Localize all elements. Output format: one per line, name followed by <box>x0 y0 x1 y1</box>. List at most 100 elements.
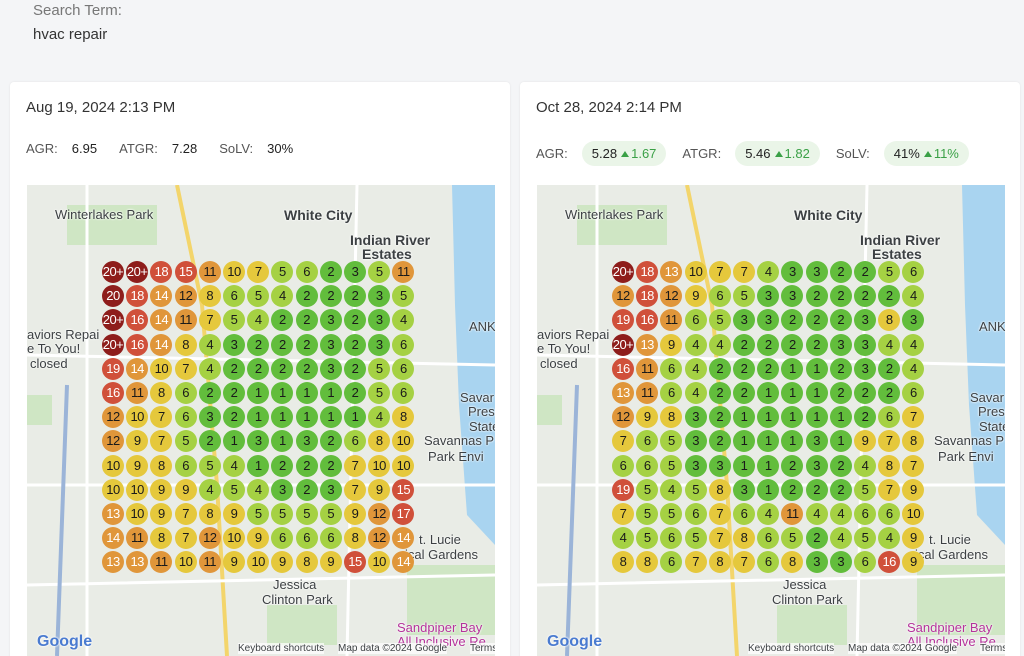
rank-pin: 7 <box>878 430 901 453</box>
rank-pin: 10 <box>368 454 391 477</box>
rank-pin: 4 <box>902 285 925 308</box>
rank-pin: 5 <box>660 454 683 477</box>
map-label: e To You! <box>27 341 81 356</box>
rank-pin: 2 <box>319 454 342 477</box>
rank-pin: 10 <box>126 406 149 429</box>
rank-pin: 2 <box>805 285 828 308</box>
rank-pin: 16 <box>102 382 124 404</box>
rank-pin: 4 <box>684 357 707 380</box>
rank-pin: 9 <box>319 551 342 574</box>
rank-pin: 7 <box>174 527 197 550</box>
metric-change: 11% <box>933 146 959 161</box>
rank-pin: 5 <box>319 503 342 525</box>
rank-pin: 5 <box>854 527 876 550</box>
rank-pin: 7 <box>612 430 634 453</box>
rank-pin: 2 <box>805 527 828 550</box>
rank-pin: 6 <box>392 333 415 356</box>
rank-pin: 9 <box>126 430 149 453</box>
rank-pin: 2 <box>829 382 852 404</box>
rank-pin: 3 <box>684 406 707 429</box>
rank-pin: 6 <box>902 382 925 404</box>
rank-pin: 11 <box>781 503 804 525</box>
map-label: Terms <box>980 643 1005 654</box>
rank-pin: 7 <box>344 478 366 501</box>
rank-pin: 6 <box>660 382 683 404</box>
metric-label: AGR: <box>536 146 568 161</box>
map-label: Prese <box>978 404 1005 419</box>
rank-pin: 8 <box>150 382 173 404</box>
rank-pin: 2 <box>271 333 294 356</box>
metric-change: 1.82 <box>784 146 810 161</box>
rank-pin: 9 <box>150 478 173 501</box>
rank-pin: 9 <box>902 478 925 501</box>
rank-pin: 1 <box>757 382 780 404</box>
rank-pin: 5 <box>368 382 391 404</box>
map-label: Terms <box>470 643 495 654</box>
rank-pin: 3 <box>733 309 755 332</box>
rank-pin: 1 <box>271 382 294 404</box>
map-label: State <box>469 419 495 434</box>
rank-pin: 10 <box>247 551 270 574</box>
rank-pin: 8 <box>174 333 197 356</box>
rank-pin: 5 <box>660 430 683 453</box>
rank-pin: 12 <box>612 406 634 429</box>
rank-pin: 8 <box>150 454 173 477</box>
rank-pin: 9 <box>636 406 659 429</box>
rank-pin: 10 <box>368 551 391 574</box>
rank-pin: 2 <box>805 333 828 356</box>
rank-pin: 2 <box>733 357 755 380</box>
rank-pin: 4 <box>829 503 852 525</box>
rank-pin: 5 <box>781 527 804 550</box>
up-arrow <box>923 151 932 157</box>
rank-pin: 8 <box>198 285 221 308</box>
map-label: Keyboard shortcuts <box>238 643 325 654</box>
rank-pin: 11 <box>636 382 659 404</box>
rank-pin: 16 <box>612 357 634 380</box>
rank-pin: 4 <box>878 333 901 356</box>
map-label: closed <box>30 356 68 371</box>
rank-pin: 2 <box>247 333 270 356</box>
rank-pin: 9 <box>150 503 173 525</box>
rank-pin: 4 <box>612 527 634 550</box>
map-label: Indian River <box>350 232 431 248</box>
rank-pin: 7 <box>708 527 731 550</box>
rank-pin: 1 <box>805 357 828 380</box>
rank-pin: 6 <box>902 261 925 283</box>
result-card: Oct 28, 2024 2:14 PM AGR: 5.28 1.67 ATGR: 5.4… <box>520 82 1020 656</box>
rank-pin: 1 <box>757 430 780 453</box>
rank-pin: 4 <box>902 357 925 380</box>
rank-pin: 5 <box>854 478 876 501</box>
map-label: ical Gardens <box>405 547 478 562</box>
rank-pin: 5 <box>295 503 318 525</box>
rank-pin: 10 <box>174 551 197 574</box>
result-card: Aug 19, 2024 2:13 PM AGR: 6.95 ATGR: 7.28 SoL… <box>10 82 510 656</box>
map-label: Map data ©2024 Google <box>338 643 448 654</box>
rank-pin: 7 <box>902 454 925 477</box>
rank-pin: 4 <box>660 478 683 501</box>
rank-pin: 6 <box>636 454 659 477</box>
rank-pin: 11 <box>126 382 149 404</box>
rank-pin: 4 <box>198 357 221 380</box>
rank-pin: 16 <box>126 309 149 332</box>
rank-pin: 12 <box>612 285 634 308</box>
rank-pin: 14 <box>392 551 415 574</box>
rank-pin: 5 <box>223 309 245 332</box>
map-label: Sandpiper Bay <box>907 620 993 635</box>
rank-pin: 16 <box>636 309 659 332</box>
rank-pin: 3 <box>247 430 270 453</box>
map-label: aviors Repai <box>27 327 100 342</box>
rank-pin: 2 <box>878 357 901 380</box>
rank-pin: 3 <box>684 430 707 453</box>
rank-pin: 4 <box>854 454 876 477</box>
rank-pin: 10 <box>684 261 707 283</box>
rank-pin: 3 <box>854 309 876 332</box>
rank-pin: 6 <box>854 503 876 525</box>
rank-pin: 8 <box>198 503 221 525</box>
rank-pin: 2 <box>854 285 876 308</box>
rank-pin: 13 <box>660 261 683 283</box>
rank-pin: 2 <box>708 406 731 429</box>
rank-pin: 12 <box>368 527 391 550</box>
rank-pin: 1 <box>733 454 755 477</box>
metric-value: 41% <box>893 146 920 161</box>
rank-pin: 2 <box>319 285 342 308</box>
